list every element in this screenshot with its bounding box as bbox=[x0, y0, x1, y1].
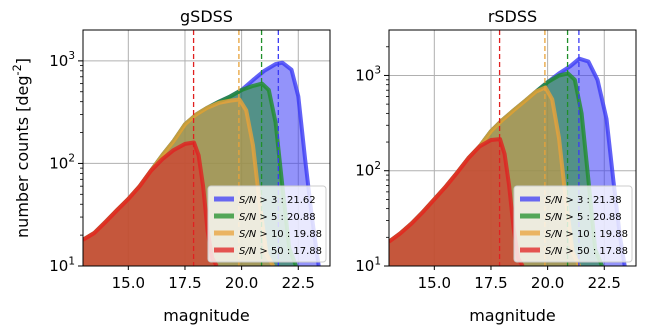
x-tick-label: 17.5 bbox=[168, 274, 201, 292]
x-tick-label: 15.0 bbox=[418, 274, 451, 292]
area-series bbox=[389, 139, 523, 266]
x-tick-label: 22.5 bbox=[282, 274, 315, 292]
axes-frame bbox=[388, 29, 637, 267]
chart-title: rSDSS bbox=[488, 7, 537, 26]
y-axis-label: number counts [deg-2​] bbox=[11, 58, 32, 238]
y-tick-label: 103​ bbox=[49, 50, 75, 70]
legend-label: S/N > 10 : 19.88 bbox=[239, 229, 322, 240]
legend-label: S/N > 50 : 17.88 bbox=[545, 246, 628, 257]
area-series bbox=[83, 142, 217, 266]
series-line bbox=[389, 137, 525, 266]
x-tick-label: 15.0 bbox=[112, 274, 145, 292]
y-tick-label: 101​ bbox=[355, 255, 381, 275]
legend-label: S/N > 5 : 20.88 bbox=[545, 212, 622, 223]
x-tick-label: 22.5 bbox=[588, 274, 621, 292]
legend-label: S/N > 50 : 17.88 bbox=[239, 246, 322, 257]
legend-label: S/N > 5 : 20.88 bbox=[239, 212, 316, 223]
x-tick-label: 17.5 bbox=[474, 274, 507, 292]
y-tick-label: 101​ bbox=[49, 255, 75, 275]
legend-label: S/N > 3 : 21.62 bbox=[239, 195, 316, 206]
y-tick-label: 103​ bbox=[355, 65, 381, 85]
legend-box bbox=[513, 185, 633, 263]
y-tick-label: 102​ bbox=[49, 153, 75, 173]
x-axis-label: magnitude bbox=[469, 306, 556, 325]
x-axis-label: magnitude bbox=[163, 306, 250, 325]
x-tick-label: 20.0 bbox=[225, 274, 258, 292]
axes-frame bbox=[82, 29, 331, 267]
y-tick-label: 102​ bbox=[355, 160, 381, 180]
panel-rsdss: 15.0 17.5 20.0 22.5 101​ 102​ 103​ rSDSS magnitu… bbox=[355, 7, 637, 325]
panel-gsdss: 15.0 17.5 20.0 22.5 101​ 102​ 103​ gSDSS magnitu… bbox=[11, 7, 331, 325]
legend-label: S/N > 3 : 21.38 bbox=[545, 195, 622, 206]
legend-label: S/N > 10 : 19.88 bbox=[545, 229, 628, 240]
x-tick-label: 20.0 bbox=[531, 274, 564, 292]
chart-title: gSDSS bbox=[180, 7, 233, 26]
series-line bbox=[83, 140, 219, 266]
legend-box bbox=[207, 185, 327, 263]
